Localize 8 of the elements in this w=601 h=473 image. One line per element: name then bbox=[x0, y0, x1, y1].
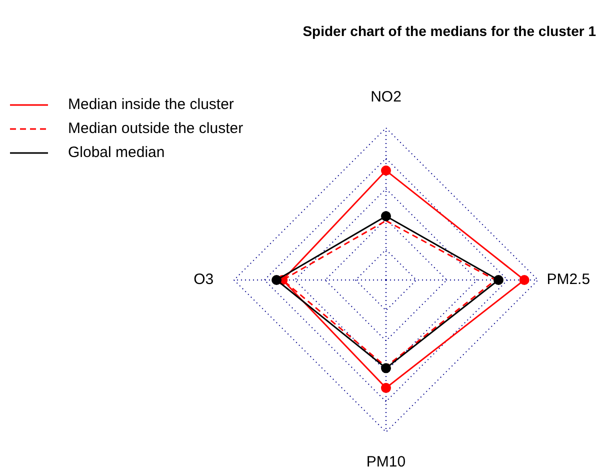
spoke-label: NO2 bbox=[370, 88, 402, 106]
legend-label: Median outside the cluster bbox=[68, 120, 244, 137]
spoke-label: O3 bbox=[194, 270, 214, 288]
spoke-label: PM10 bbox=[366, 453, 406, 470]
chart-title: Spider chart of the medians for the cluster 1 bbox=[302, 23, 596, 39]
spoke-label: PM2.5 bbox=[546, 270, 590, 288]
legend-label: Global median bbox=[68, 144, 165, 161]
legend-label: Median inside the cluster bbox=[68, 96, 234, 113]
